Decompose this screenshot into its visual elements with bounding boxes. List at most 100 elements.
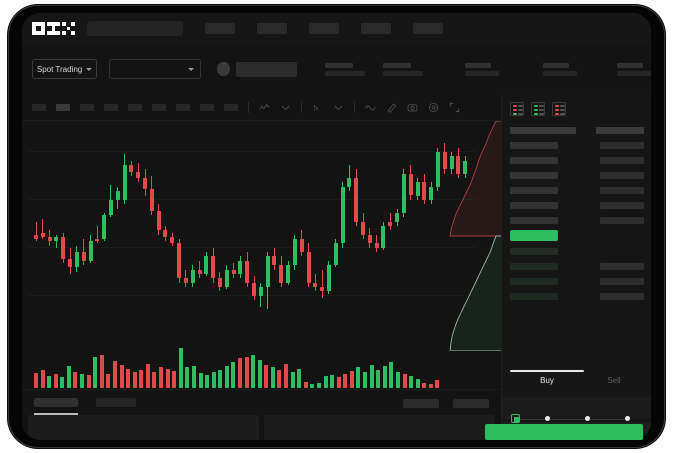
camera-icon[interactable] [407, 102, 418, 113]
timeframe-9[interactable] [224, 104, 238, 111]
volume-bar [369, 365, 374, 388]
tab-buy[interactable]: Buy [540, 376, 554, 385]
orderbook-header-row [502, 123, 651, 138]
orderbook-ask-row[interactable] [502, 213, 651, 228]
volume-bar [152, 371, 157, 388]
orderbook-view-asks-icon[interactable] [552, 102, 566, 116]
volume-bar [178, 348, 183, 388]
pagination-dot-active[interactable] [511, 414, 520, 423]
volume-bar [343, 373, 348, 388]
okx-logo[interactable] [32, 21, 75, 35]
volume-bar [363, 371, 368, 388]
timeframe-1[interactable] [32, 104, 46, 111]
orderbook-bid-row[interactable] [502, 289, 651, 304]
volume-bar [231, 362, 236, 388]
candle [429, 121, 434, 331]
orderbook-ask-row[interactable] [502, 198, 651, 213]
wave-icon[interactable] [365, 102, 376, 113]
volume-bar [86, 375, 91, 388]
volume-bar [330, 375, 335, 388]
candle [95, 121, 100, 331]
orderbook-bid-row[interactable] [502, 244, 651, 259]
nav-item-2[interactable] [257, 22, 287, 34]
nav-item-5[interactable] [413, 22, 443, 34]
pencil-icon[interactable] [386, 102, 397, 113]
timeframe-5[interactable] [128, 104, 142, 111]
timeframe-6[interactable] [152, 104, 166, 111]
nav-item-4[interactable] [361, 22, 391, 34]
indicator-icon[interactable]: fx [312, 102, 323, 113]
orders-panel-right[interactable] [264, 415, 495, 440]
timeframe-3[interactable] [80, 104, 94, 111]
tab-sell[interactable]: Sell [607, 376, 621, 385]
device-screen: Spot Trading [22, 13, 651, 440]
orderbook-ask-row[interactable] [502, 153, 651, 168]
trading-mode-selector[interactable]: Spot Trading [32, 59, 98, 79]
pagination-dot-4[interactable] [625, 416, 630, 421]
volume-bar [119, 365, 124, 388]
volume-bar [284, 364, 289, 388]
orderbook-bid-row[interactable] [502, 274, 651, 289]
fullscreen-icon[interactable] [449, 102, 460, 113]
primary-cta-button[interactable] [485, 424, 643, 440]
last-price-value [235, 61, 297, 77]
order-field-1[interactable] [502, 397, 651, 419]
volume-bar [251, 354, 256, 388]
candle [61, 121, 66, 331]
line-chart-icon[interactable] [259, 102, 270, 113]
candle [47, 121, 52, 331]
candle [272, 121, 277, 331]
active-tab-underline [510, 370, 584, 372]
volume-bar [224, 366, 229, 388]
pagination-dot-2[interactable] [545, 416, 550, 421]
order-form-tabs: Buy Sell [502, 370, 651, 394]
depth-chart-overlay [446, 120, 503, 352]
toolbar-divider [354, 102, 355, 113]
orderbook-view-both-icon[interactable] [510, 102, 524, 116]
search-input[interactable] [87, 20, 183, 36]
gridline [28, 247, 476, 248]
chevron-down-icon[interactable] [280, 102, 291, 113]
candle [388, 121, 393, 331]
nav-item-1[interactable] [205, 22, 235, 34]
orderbook-ask-row[interactable] [502, 138, 651, 153]
candle [361, 121, 365, 331]
timeframe-2[interactable] [56, 104, 70, 111]
tab-order-history[interactable] [96, 398, 136, 407]
orderbook-view-modes [502, 95, 651, 116]
candle [415, 121, 420, 331]
orderbook-bid-row[interactable] [502, 259, 651, 274]
orderbook-ask-row[interactable] [502, 168, 651, 183]
pagination-dot-3[interactable] [585, 416, 590, 421]
volume-bar [218, 369, 223, 388]
volume-bar [34, 372, 38, 388]
market-info-bar: Spot Trading [22, 43, 651, 95]
candle [299, 121, 304, 331]
timeframe-7[interactable] [176, 104, 190, 111]
timeframe-4[interactable] [104, 104, 118, 111]
orderbook-view-bids-icon[interactable] [531, 102, 545, 116]
tab-open-orders[interactable] [34, 398, 78, 415]
pair-selector[interactable] [109, 59, 202, 79]
candle [442, 121, 447, 331]
gridline [28, 199, 476, 200]
volume-bar [145, 364, 150, 388]
candle [456, 121, 461, 331]
volume-bar [395, 371, 400, 388]
orderbook-ask-row[interactable] [502, 183, 651, 198]
candle [265, 121, 270, 331]
orders-panel-left[interactable] [28, 415, 259, 440]
timeframe-8[interactable] [200, 104, 214, 111]
nav-item-3[interactable] [309, 22, 339, 34]
orders-action-2[interactable] [453, 399, 489, 408]
candle [129, 121, 134, 331]
orders-action-1[interactable] [403, 399, 439, 408]
volume-bar [415, 379, 420, 388]
stat-block-4 [543, 62, 577, 76]
volume-bar [106, 373, 111, 388]
settings-icon[interactable] [428, 102, 439, 113]
price-chart[interactable] [22, 121, 482, 331]
chevron-down-icon[interactable] [333, 102, 344, 113]
candle [435, 121, 440, 331]
candle [374, 121, 379, 331]
